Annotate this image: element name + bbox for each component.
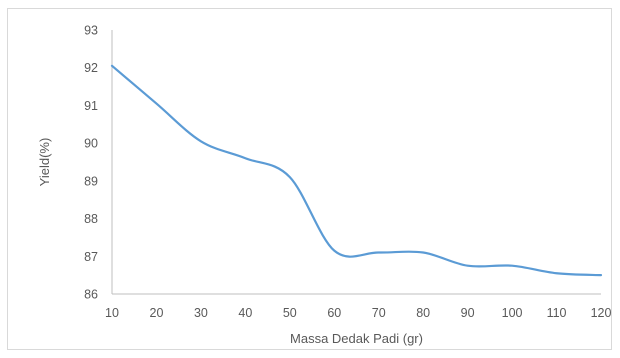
axes xyxy=(111,30,601,295)
x-tick-label: 90 xyxy=(461,306,475,320)
x-tick-label: 80 xyxy=(416,306,430,320)
y-tick-label: 88 xyxy=(84,212,98,226)
series-group xyxy=(110,64,603,277)
x-tick-labels: 10 20 30 40 50 60 70 80 90 100 110 120 xyxy=(105,306,611,320)
x-axis-title: Massa Dedak Padi (gr) xyxy=(290,331,423,346)
x-tick-label: 70 xyxy=(372,306,386,320)
y-tick-label: 86 xyxy=(84,288,98,302)
y-tick-label: 87 xyxy=(84,250,98,264)
y-tick-labels: 86 87 88 89 90 91 92 93 xyxy=(84,24,98,302)
series-line xyxy=(110,64,603,277)
x-tick-label: 120 xyxy=(591,306,612,320)
y-axis-title: Yield(%) xyxy=(37,138,52,187)
x-tick-label: 20 xyxy=(150,306,164,320)
x-tick-label: 50 xyxy=(283,306,297,320)
x-tick-label: 30 xyxy=(194,306,208,320)
y-tick-label: 93 xyxy=(84,24,98,38)
x-tick-label: 10 xyxy=(105,306,119,320)
y-tick-label: 89 xyxy=(84,174,98,188)
x-tick-label: 110 xyxy=(547,306,567,320)
y-tick-label: 92 xyxy=(84,61,98,75)
chart-frame xyxy=(7,8,612,350)
y-tick-label: 90 xyxy=(84,137,98,151)
y-tick-label: 91 xyxy=(84,99,98,113)
x-tick-label: 60 xyxy=(327,306,341,320)
x-tick-label: 100 xyxy=(502,306,523,320)
x-tick-label: 40 xyxy=(238,306,252,320)
